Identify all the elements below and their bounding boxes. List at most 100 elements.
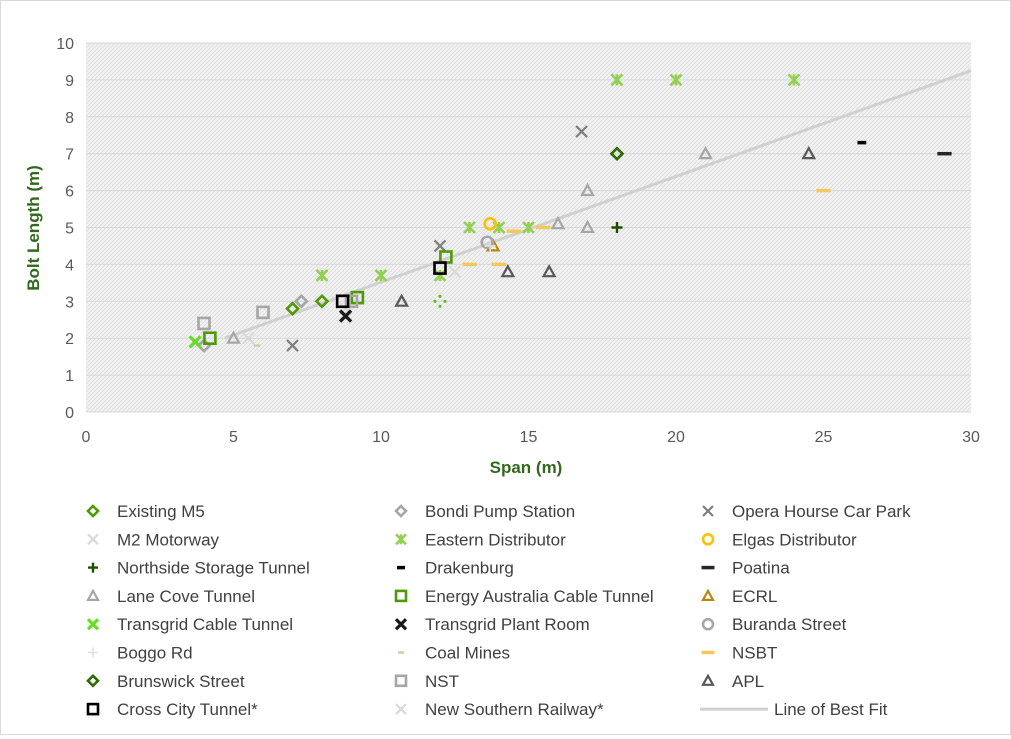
data-point	[580, 182, 595, 197]
y-tick-label: 0	[65, 405, 74, 422]
legend-label: Lane Cove Tunnel	[117, 587, 255, 606]
marker-shape	[610, 73, 624, 87]
legend-label: Brunswick Street	[117, 672, 245, 691]
marker-shape	[394, 293, 410, 307]
legend-marker	[701, 588, 715, 601]
data-point	[787, 73, 801, 87]
marker-shape	[256, 305, 270, 320]
legend-label: Opera Hourse Car Park	[732, 502, 911, 521]
marker-shape	[395, 703, 407, 715]
marker-shape	[701, 588, 715, 601]
data-point	[433, 239, 447, 253]
data-point	[314, 293, 330, 309]
legend-label: Bondi Pump Station	[425, 502, 575, 521]
marker-shape	[575, 125, 588, 138]
x-tick-label: 10	[372, 429, 390, 446]
marker-shape	[609, 146, 625, 162]
legend-marker	[86, 588, 100, 601]
x-tick-label: 15	[520, 429, 538, 446]
data-point	[203, 331, 217, 346]
legend-item: Poatina	[701, 559, 790, 578]
legend-item: New Southern Railway*	[395, 700, 604, 719]
legend-item: APL	[701, 672, 764, 691]
legend-marker	[701, 617, 715, 631]
legend-item: Buranda Street	[701, 615, 847, 634]
x-tick-label: 0	[82, 429, 91, 446]
marker-shape	[315, 269, 329, 282]
legend-label: NST	[425, 672, 459, 691]
marker-shape	[86, 702, 100, 716]
legend-item: Transgrid Cable Tunnel	[86, 615, 293, 634]
legend-item: Drakenburg	[397, 559, 514, 578]
data-point	[315, 269, 329, 282]
y-tick-label: 9	[65, 73, 74, 90]
marker-shape	[314, 293, 330, 309]
marker-shape	[338, 309, 353, 323]
legend-marker	[87, 533, 99, 546]
legend-label: ECRL	[732, 587, 777, 606]
marker-shape	[188, 335, 202, 349]
legend-item: Elgas Distributor	[701, 530, 857, 549]
legend-item: Cross City Tunnel*	[86, 700, 258, 719]
legend-item: Northside Storage Tunnel	[88, 559, 310, 578]
legend-marker	[394, 504, 408, 518]
legend-item: Boggo Rd	[88, 644, 193, 663]
marker-shape	[285, 301, 300, 317]
legend-label: Elgas Distributor	[732, 530, 857, 549]
legend-label: Cross City Tunnel*	[117, 700, 258, 719]
legend-label: Boggo Rd	[117, 644, 193, 663]
legend-marker	[702, 505, 714, 517]
legend-label: Drakenburg	[425, 559, 514, 578]
x-axis-label: Span (m)	[490, 458, 563, 477]
legend-marker	[701, 673, 715, 686]
legend-item: Eastern Distributor	[395, 530, 566, 549]
y-tick-label: 1	[65, 368, 74, 385]
legend-marker	[88, 562, 98, 573]
legend-marker	[88, 647, 98, 658]
marker-shape	[787, 73, 801, 87]
x-tick-label: 25	[815, 429, 833, 446]
legend-label: Transgrid Plant Room	[425, 615, 590, 634]
marker-shape	[433, 261, 447, 275]
marker-shape	[86, 504, 100, 518]
marker-shape	[86, 618, 100, 631]
legend-item: ECRL	[701, 587, 777, 606]
marker-shape	[394, 504, 408, 518]
marker-shape	[86, 673, 100, 688]
data-point	[344, 294, 359, 309]
y-tick-label: 10	[56, 36, 74, 53]
legend-label: New Southern Railway*	[425, 700, 604, 719]
marker-shape	[335, 294, 350, 309]
marker-shape	[241, 331, 255, 345]
data-point	[575, 125, 588, 138]
y-axis-label: Bolt Length (m)	[24, 165, 43, 291]
marker-shape	[394, 618, 408, 631]
y-tick-label: 8	[65, 110, 74, 127]
data-point	[463, 221, 476, 234]
data-point	[580, 219, 595, 233]
legend-label: Eastern Distributor	[425, 530, 566, 549]
marker-shape	[500, 264, 516, 278]
marker-shape	[484, 240, 496, 252]
data-point	[611, 222, 623, 233]
legend-marker	[86, 702, 100, 716]
data-point	[541, 264, 557, 278]
legend-label: M2 Motorway	[117, 530, 220, 549]
marker-shape	[433, 239, 447, 253]
data-point	[197, 316, 211, 331]
legend-item: Brunswick Street	[86, 672, 245, 691]
legend-label: NSBT	[732, 644, 777, 663]
marker-shape	[701, 673, 715, 686]
marker-shape	[580, 219, 595, 233]
legend-marker	[86, 504, 100, 518]
legend-marker	[395, 703, 407, 715]
data-point	[256, 305, 270, 320]
marker-shape	[611, 222, 623, 233]
gridlines	[86, 42, 971, 413]
data-point	[335, 294, 350, 309]
y-tick-label: 3	[65, 294, 74, 311]
legend-marker	[394, 618, 408, 631]
marker-shape	[448, 265, 462, 279]
marker-shape	[86, 588, 100, 601]
data-point	[433, 261, 447, 275]
